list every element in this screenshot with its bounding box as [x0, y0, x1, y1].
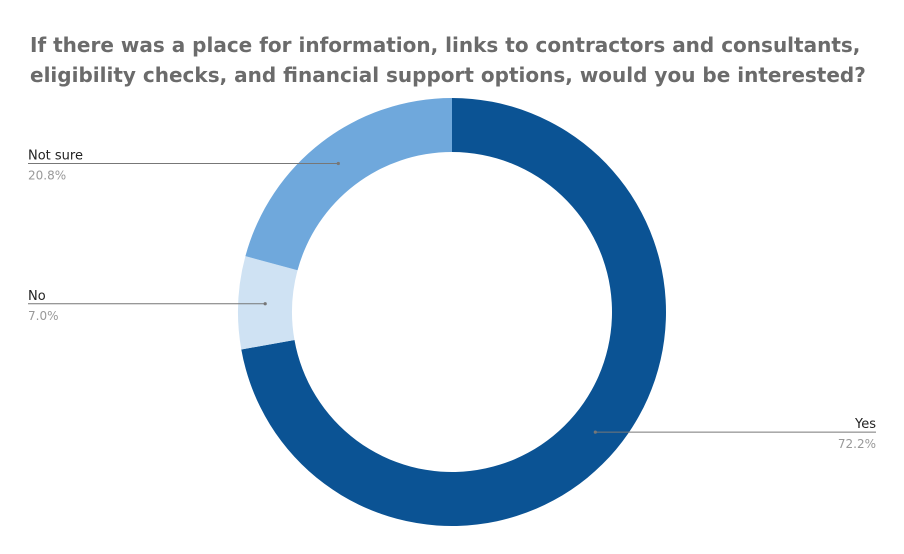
slice-value-not-sure: 20.8% [28, 169, 66, 183]
slice-label-not-sure: Not sure [28, 149, 83, 164]
slice-label-yes: Yes [854, 417, 876, 432]
slice-not-sure [245, 98, 452, 271]
chart-title-line-1: If there was a place for information, li… [30, 33, 861, 57]
chart-title-line-2: eligibility checks, and financial suppor… [30, 63, 866, 87]
slice-value-no: 7.0% [28, 309, 59, 323]
chart-title: If there was a place for information, li… [30, 30, 890, 90]
slice-label-no: No [28, 289, 46, 304]
slice-value-yes: 72.2% [838, 437, 876, 451]
slice-no [238, 256, 298, 350]
